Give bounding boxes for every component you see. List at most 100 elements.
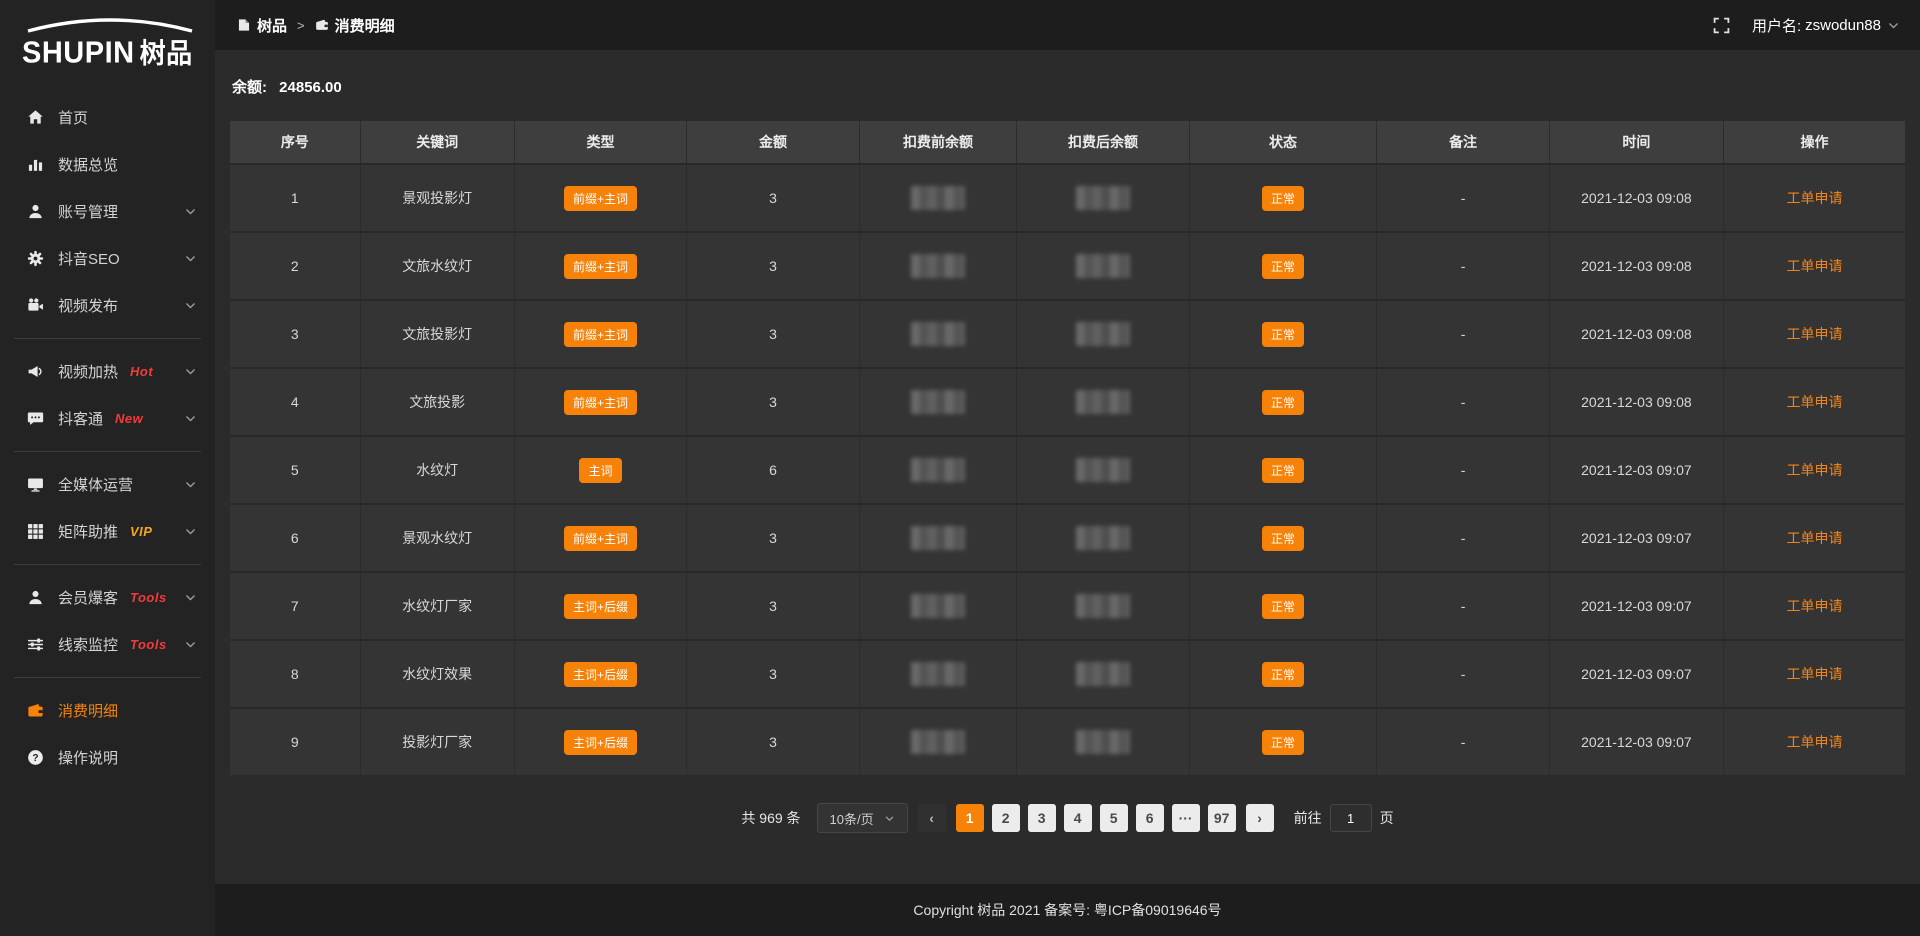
keyword-cell: 文旅水纹灯 — [361, 233, 515, 299]
chevron-down-icon — [184, 412, 197, 425]
remark-cell: - — [1377, 437, 1550, 503]
sidebar-item-badge: Tools — [130, 590, 167, 605]
sidebar-item-all-media-operation[interactable]: 全媒体运营 — [0, 461, 215, 508]
type-badge: 前缀+主词 — [563, 321, 637, 347]
status-badge: 正常 — [1190, 573, 1378, 639]
type-badge: 前缀+主词 — [515, 301, 688, 367]
breadcrumb-item[interactable]: 消费明细 — [315, 15, 395, 36]
time-cell: 2021-12-03 09:07 — [1550, 505, 1725, 571]
amount-cell: 6 — [687, 437, 860, 503]
goto-suffix: 页 — [1379, 810, 1394, 826]
work-order-link[interactable]: 工单申请 — [1786, 462, 1843, 478]
sidebar-divider — [14, 451, 201, 452]
sidebar-item-lead-monitor[interactable]: 线索监控 Tools — [0, 621, 215, 668]
sidebar-item-home[interactable]: 首页 — [0, 94, 215, 141]
remark-cell: - — [1377, 233, 1550, 299]
page-button[interactable]: 4 — [1063, 804, 1092, 832]
remark-cell: - — [1377, 709, 1550, 775]
more-pages-button[interactable]: ··· — [1171, 804, 1200, 832]
row-index: 3 — [230, 301, 361, 367]
page-button[interactable]: 2 — [991, 804, 1020, 832]
goto-page: 前往 页 — [1294, 804, 1394, 832]
page-button[interactable]: 3 — [1027, 804, 1056, 832]
action-cell: 工单申请 — [1724, 437, 1905, 503]
balance-after-cell — [1017, 301, 1190, 367]
column-header: 状态 — [1190, 121, 1378, 163]
page-size-select[interactable]: 10条/页 — [816, 803, 908, 833]
topbar: 树品 > 消费明细 用户名: zswodun88 — [215, 0, 1920, 50]
action-cell: 工单申请 — [1724, 641, 1905, 707]
sidebar-item-label: 矩阵助推 — [58, 524, 119, 541]
work-order-link[interactable]: 工单申请 — [1786, 666, 1843, 682]
amount-cell: 3 — [687, 641, 860, 707]
sidebar-item-badge: VIP — [130, 524, 153, 539]
row-index: 1 — [230, 165, 361, 231]
balance-before-cell — [860, 301, 1018, 367]
app-logo[interactable]: SHUPIN 树品 — [0, 10, 215, 80]
balance-before-cell — [860, 369, 1018, 435]
next-page-button[interactable]: › — [1245, 804, 1274, 832]
gear-icon — [26, 250, 44, 268]
video-camera-icon — [26, 297, 44, 315]
work-order-link[interactable]: 工单申请 — [1786, 190, 1843, 206]
row-index: 8 — [230, 641, 361, 707]
type-badge: 前缀+主词 — [563, 525, 637, 551]
sidebar-item-douketong[interactable]: 抖客通 New — [0, 395, 215, 442]
type-badge: 前缀+主词 — [563, 185, 637, 211]
keyword-cell: 景观水纹灯 — [361, 505, 515, 571]
remark-cell: - — [1377, 369, 1550, 435]
chevron-down-icon — [1887, 19, 1900, 32]
work-order-link[interactable]: 工单申请 — [1786, 326, 1843, 342]
type-badge: 前缀+主词 — [515, 165, 688, 231]
breadcrumb-label: 消费明细 — [334, 17, 395, 35]
page-button[interactable]: 1 — [955, 804, 984, 832]
work-order-link[interactable]: 工单申请 — [1786, 394, 1843, 410]
prev-page-button[interactable]: ‹ — [917, 804, 946, 832]
sidebar-divider — [14, 564, 201, 565]
keyword-cell: 投影灯厂家 — [361, 709, 515, 775]
sidebar-item-data-overview[interactable]: 数据总览 — [0, 141, 215, 188]
megaphone-icon — [26, 363, 44, 381]
action-cell: 工单申请 — [1724, 233, 1905, 299]
sidebar-item-operation-guide[interactable]: ? 操作说明 — [0, 734, 215, 781]
keyword-cell: 文旅投影灯 — [361, 301, 515, 367]
sidebar-divider — [14, 677, 201, 678]
sidebar-item-douyin-seo[interactable]: 抖音SEO — [0, 235, 215, 282]
work-order-link[interactable]: 工单申请 — [1786, 530, 1843, 546]
page-button[interactable]: 97 — [1207, 804, 1236, 832]
balance-after-cell — [1017, 505, 1190, 571]
keyword-cell: 水纹灯效果 — [361, 641, 515, 707]
sidebar-item-video-publish[interactable]: 视频发布 — [0, 282, 215, 329]
column-header: 金额 — [687, 121, 860, 163]
breadcrumb-label: 树品 — [257, 17, 288, 35]
fullscreen-button[interactable] — [1713, 17, 1730, 34]
table-body: 1 景观投影灯 前缀+主词 3 正常 -2021-12-03 09:08 工单申请 2 文旅水纹… — [230, 163, 1905, 775]
sidebar-item-member-baoke[interactable]: 会员爆客 Tools — [0, 574, 215, 621]
sidebar-item-consumption-detail[interactable]: 消费明细 — [0, 687, 215, 734]
status-badge: 正常 — [1190, 233, 1378, 299]
work-order-link[interactable]: 工单申请 — [1786, 734, 1843, 750]
work-order-link[interactable]: 工单申请 — [1786, 598, 1843, 614]
work-order-link[interactable]: 工单申请 — [1786, 258, 1843, 274]
status-badge: 正常 — [1190, 709, 1378, 775]
sidebar-item-badge: New — [115, 411, 144, 426]
sidebar-item-matrix-boost[interactable]: 矩阵助推 VIP — [0, 508, 215, 555]
time-cell: 2021-12-03 09:08 — [1550, 369, 1725, 435]
status-badge: 正常 — [1190, 505, 1378, 571]
status-badge: 正常 — [1262, 525, 1305, 551]
chevron-down-icon — [184, 205, 197, 218]
doc-icon — [237, 18, 251, 32]
time-cell: 2021-12-03 09:08 — [1550, 301, 1725, 367]
sidebar-item-account-management[interactable]: 账号管理 — [0, 188, 215, 235]
chevron-down-icon — [184, 638, 197, 651]
breadcrumb-item[interactable]: 树品 — [237, 15, 287, 36]
page-button[interactable]: 6 — [1135, 804, 1164, 832]
blurred-value — [910, 322, 965, 346]
goto-page-input[interactable] — [1329, 804, 1372, 832]
user-menu[interactable]: 用户名: zswodun88 — [1752, 15, 1900, 36]
table-row: 9 投影灯厂家 主词+后缀 3 正常 -2021-12-03 09:07 工单申请 — [230, 707, 1905, 775]
action-cell: 工单申请 — [1724, 505, 1905, 571]
page-button[interactable]: 5 — [1099, 804, 1128, 832]
sidebar-item-video-heat[interactable]: 视频加热 Hot — [0, 348, 215, 395]
blurred-value — [1075, 526, 1130, 550]
